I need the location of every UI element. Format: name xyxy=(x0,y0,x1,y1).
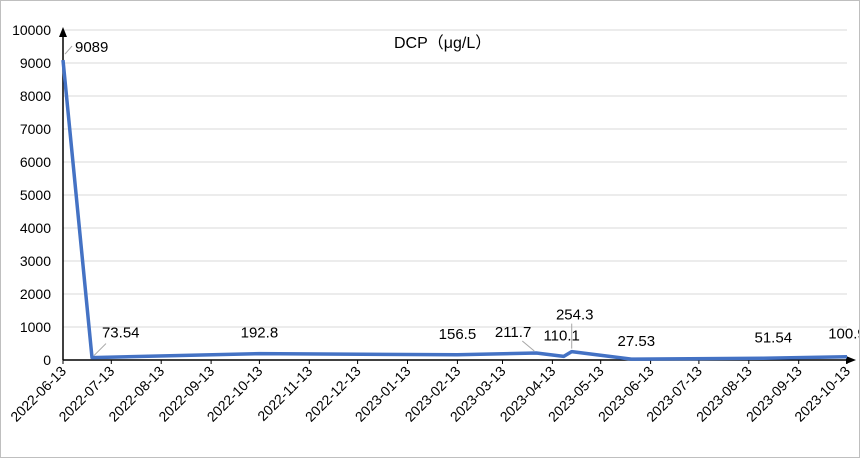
y-tick-label: 7000 xyxy=(20,121,51,137)
y-tick-labels: 0 1000 2000 3000 4000 5000 6000 7000 8000 9000 100… xyxy=(12,22,51,368)
y-tick-label: 0 xyxy=(43,352,51,368)
data-label: 100.9 xyxy=(828,326,859,343)
y-tick-label: 1000 xyxy=(20,319,51,335)
data-label: 156.5 xyxy=(439,326,477,343)
data-label: 51.54 xyxy=(755,329,793,346)
data-label: 73.54 xyxy=(102,325,140,342)
y-axis-arrow xyxy=(59,27,67,37)
x-axis-arrow xyxy=(846,356,856,364)
data-label: 110.1 xyxy=(543,327,579,344)
leader-line xyxy=(64,45,73,55)
data-label: 254.3 xyxy=(556,307,594,324)
data-label: 9089 xyxy=(75,39,108,56)
gridlines xyxy=(63,29,847,328)
data-label: 211.7 xyxy=(495,324,531,341)
y-tick-label: 6000 xyxy=(20,154,51,170)
y-tick-label: 9000 xyxy=(20,55,51,71)
series-line xyxy=(61,59,848,361)
y-tick-label: 3000 xyxy=(20,253,51,269)
data-label: 192.8 xyxy=(241,325,279,342)
data-labels: 9089 73.54 192.8 156.5 211.7 110.1 254.3 27.53 5… xyxy=(64,39,859,356)
y-tick-label: 4000 xyxy=(20,220,51,236)
series-dcp xyxy=(61,59,848,361)
leader-line xyxy=(521,340,535,352)
y-tick-label: 8000 xyxy=(20,88,51,104)
leader-line xyxy=(93,343,107,356)
data-label: 27.53 xyxy=(618,333,656,350)
y-tick-label: 10000 xyxy=(12,22,51,38)
y-tick-label: 5000 xyxy=(20,187,51,203)
x-tick-labels: 2022-06-132022-07-132022-08-132022-09-13… xyxy=(7,360,853,425)
y-tick-label: 2000 xyxy=(20,286,51,302)
chart-title: DCP（μg/L） xyxy=(394,34,491,52)
